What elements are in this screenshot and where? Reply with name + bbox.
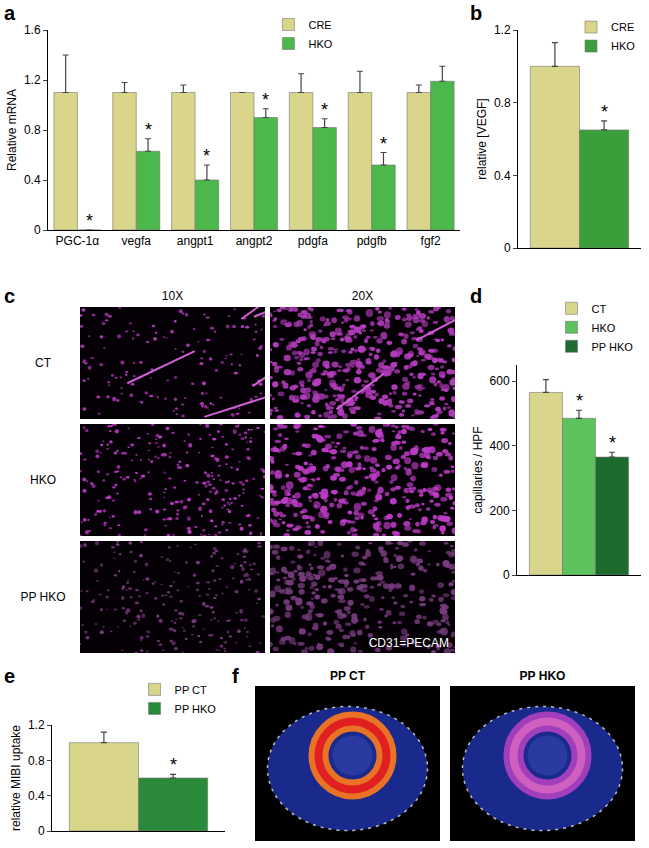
svg-text:0.8: 0.8 xyxy=(24,123,41,137)
html-text:e: e xyxy=(4,665,16,687)
svg-text:PGC-1α: PGC-1α xyxy=(56,234,100,248)
svg-text:200: 200 xyxy=(490,504,510,518)
svg-text:capillaries / HPF: capillaries / HPF xyxy=(471,426,485,513)
svg-text:*: * xyxy=(86,211,93,231)
svg-text:0: 0 xyxy=(504,241,511,255)
svg-text:PP CT: PP CT xyxy=(175,684,207,696)
svg-text:CT: CT xyxy=(35,356,52,370)
svg-text:PP HKO: PP HKO xyxy=(175,703,217,715)
svg-text:fgf2: fgf2 xyxy=(421,234,441,248)
html-text:a: a xyxy=(4,2,16,24)
svg-text:relative [VEGF]: relative [VEGF] xyxy=(475,98,489,179)
svg-text:HKO: HKO xyxy=(30,473,56,487)
svg-text:vegfa: vegfa xyxy=(122,234,152,248)
svg-text:PP CT: PP CT xyxy=(330,669,366,683)
svg-text:HKO: HKO xyxy=(308,38,332,50)
svg-text:PP HKO: PP HKO xyxy=(20,590,65,604)
svg-text:0: 0 xyxy=(503,568,510,582)
svg-text:CRE: CRE xyxy=(611,21,634,33)
svg-text:*: * xyxy=(601,102,608,122)
svg-text:*: * xyxy=(262,90,269,110)
svg-text:pdgfa: pdgfa xyxy=(298,234,328,248)
svg-text:20X: 20X xyxy=(352,289,373,303)
svg-text:CT: CT xyxy=(592,303,607,315)
svg-text:HKO: HKO xyxy=(592,322,616,334)
svg-text:CRE: CRE xyxy=(308,19,331,31)
svg-text:0: 0 xyxy=(34,223,41,237)
svg-text:CD31=PECAM: CD31=PECAM xyxy=(369,636,449,650)
svg-text:1.2: 1.2 xyxy=(494,23,511,37)
svg-text:*: * xyxy=(203,146,210,166)
svg-text:PP HKO: PP HKO xyxy=(520,669,566,683)
html-text:b: b xyxy=(470,2,483,24)
svg-text:0: 0 xyxy=(38,824,45,838)
html-text:c: c xyxy=(4,285,16,307)
svg-text:1.6: 1.6 xyxy=(24,23,41,37)
svg-text:PP HKO: PP HKO xyxy=(592,341,634,353)
svg-text:*: * xyxy=(170,755,177,775)
svg-text:*: * xyxy=(145,120,152,140)
svg-text:Relative mRNA: Relative mRNA xyxy=(5,89,19,171)
svg-text:1.2: 1.2 xyxy=(24,73,41,87)
svg-text:10X: 10X xyxy=(162,289,183,303)
svg-text:0.4: 0.4 xyxy=(494,169,511,183)
html-text:d: d xyxy=(470,285,483,307)
svg-text:HKO: HKO xyxy=(611,40,635,52)
svg-text:0.4: 0.4 xyxy=(28,789,45,803)
svg-text:angpt1: angpt1 xyxy=(177,234,214,248)
svg-text:600: 600 xyxy=(490,374,510,388)
svg-text:*: * xyxy=(576,391,583,411)
svg-text:*: * xyxy=(321,100,328,120)
svg-text:0.8: 0.8 xyxy=(28,754,45,768)
svg-text:1.2: 1.2 xyxy=(28,718,45,732)
html-text:f: f xyxy=(232,665,239,687)
svg-text:0.8: 0.8 xyxy=(494,96,511,110)
svg-text:400: 400 xyxy=(490,439,510,453)
svg-text:angpt2: angpt2 xyxy=(236,234,273,248)
svg-text:pdgfb: pdgfb xyxy=(357,234,387,248)
svg-text:*: * xyxy=(609,433,616,453)
svg-text:0.4: 0.4 xyxy=(24,173,41,187)
svg-text:relative MIBI uptake: relative MIBI uptake xyxy=(9,725,23,831)
svg-text:*: * xyxy=(380,134,387,154)
